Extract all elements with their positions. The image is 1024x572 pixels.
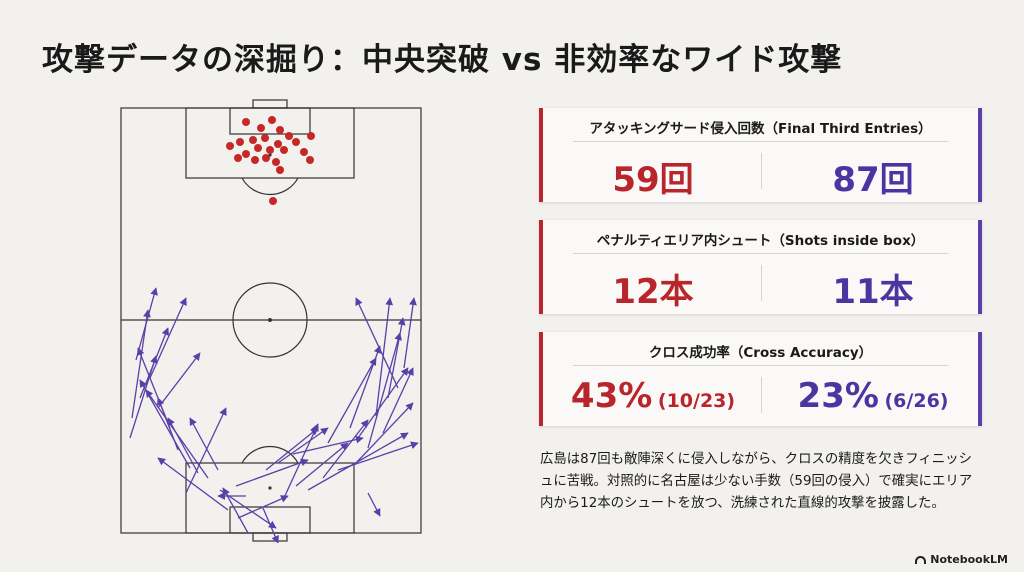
cross-arrow — [157, 457, 229, 511]
card-vertical-divider — [761, 265, 762, 301]
shot-dot — [261, 134, 269, 142]
cross-arrow — [367, 332, 402, 449]
cross-arrow — [149, 297, 187, 379]
cross-arrow — [282, 423, 319, 501]
cross-arrow — [292, 435, 364, 455]
cross-arrow — [387, 317, 406, 399]
shot-dot — [257, 124, 265, 132]
card-vertical-divider — [761, 153, 762, 189]
shot-dot — [272, 158, 280, 166]
stat-value-left: 43% (10/23) — [553, 376, 753, 416]
stat-value-right: 23% (6/26) — [773, 376, 973, 416]
stat-card-cross-accuracy: クロス成功率（Cross Accuracy） 43% (10/23) 23% (… — [539, 332, 982, 426]
stat-title: ペナルティエリア内シュート（Shots inside box） — [596, 233, 925, 249]
stat-value-left: 59回 — [612, 160, 694, 200]
shot-dot — [266, 146, 274, 154]
cross-arrow — [185, 407, 227, 494]
cross-arrow — [237, 495, 289, 519]
stat-title: アタッキングサード侵入回数（Final Third Entries） — [589, 121, 932, 137]
football-pitch-diagram — [120, 99, 422, 543]
shot-dot — [242, 150, 250, 158]
cross-arrow — [131, 309, 151, 419]
shot-dot — [251, 156, 259, 164]
cross-arrow — [167, 417, 199, 474]
shot-dot — [234, 154, 242, 162]
cross-arrow — [262, 507, 279, 543]
stat-card-shots-inside-box: ペナルティエリア内シュート（Shots inside box） 12本 11本 — [539, 220, 982, 314]
shot-dot — [254, 144, 262, 152]
shot-dot — [280, 146, 288, 154]
cross-arrow — [295, 442, 349, 487]
stat-value-right-sub: (6/26) — [884, 390, 949, 412]
stat-title: クロス成功率（Cross Accuracy） — [648, 345, 873, 361]
cross-arrow — [337, 441, 419, 471]
cross-arrow — [403, 297, 417, 369]
shot-dots — [226, 116, 315, 205]
description-text: 広島は87回も敵陣深くに侵入しながら、クロスの精度を欠きフィニッシュに苦戦。対照… — [540, 452, 973, 511]
shot-dot — [276, 166, 284, 174]
stat-value-right: 87回 — [832, 160, 914, 200]
shot-dot — [276, 126, 284, 134]
cross-arrow — [235, 458, 309, 487]
stat-value-right-main: 23% — [797, 376, 879, 416]
shot-dot — [285, 132, 293, 140]
cross-arrow — [129, 355, 158, 439]
cross-arrow — [277, 427, 329, 464]
shot-dot — [269, 197, 277, 205]
cross-arrow — [322, 419, 369, 479]
cross-arrow — [355, 402, 414, 464]
card-divider-rule — [573, 365, 948, 366]
shot-dot — [306, 156, 314, 164]
notebooklm-logo-icon — [915, 555, 927, 564]
shot-dot — [226, 142, 234, 150]
shot-dot — [249, 136, 257, 144]
cross-arrow — [367, 492, 381, 517]
cross-arrow — [157, 352, 201, 409]
cross-arrow — [145, 389, 209, 479]
cross-arrow — [265, 427, 319, 471]
page-title: 攻撃データの深掘り：中央突破 vs 非効率なワイド攻撃 — [42, 42, 843, 78]
stat-value-right: 11本 — [832, 272, 914, 312]
card-divider-rule — [573, 253, 948, 254]
stat-value-left-sub: (10/23) — [657, 390, 736, 412]
cross-arrow — [189, 417, 219, 471]
cross-arrow — [355, 297, 399, 389]
cross-arrow — [357, 367, 409, 439]
stat-value-left-main: 43% — [570, 376, 653, 416]
shot-dot — [262, 154, 270, 162]
brand-label: NotebookLM — [930, 553, 1008, 566]
shot-dot — [268, 116, 276, 124]
shot-dot — [300, 148, 308, 156]
cross-arrows — [129, 287, 419, 543]
card-divider-rule — [573, 141, 948, 142]
shot-dot — [242, 118, 250, 126]
shot-dot — [292, 138, 300, 146]
shot-dot — [307, 132, 315, 140]
cross-arrow — [382, 367, 414, 434]
brand-watermark: NotebookLM — [915, 553, 1008, 566]
cross-arrow — [327, 357, 377, 444]
stat-card-final-third-entries: アタッキングサード侵入回数（Final Third Entries） 59回 8… — [539, 108, 982, 202]
card-vertical-divider — [761, 377, 762, 413]
pitch-lines — [120, 99, 422, 542]
stat-value-left: 12本 — [612, 272, 694, 312]
shot-dot — [274, 140, 282, 148]
shot-dot — [236, 138, 244, 146]
